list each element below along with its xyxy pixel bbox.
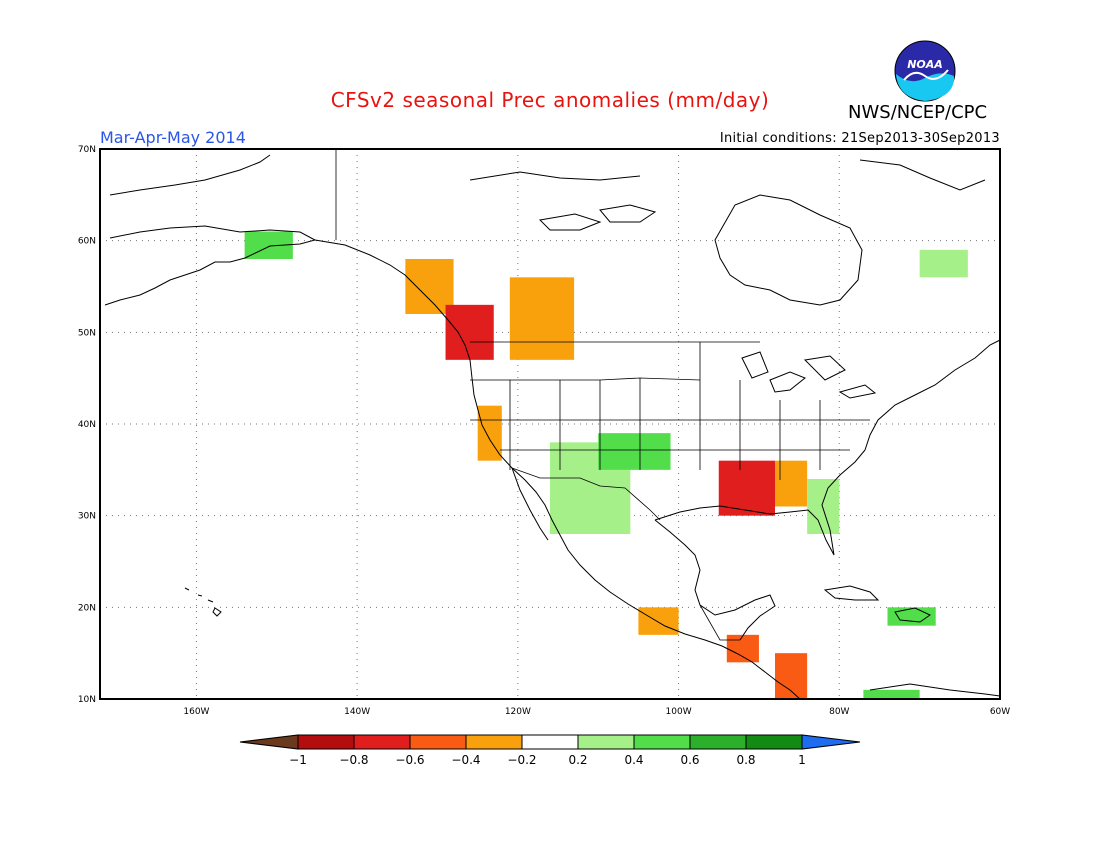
colorbar-swatch	[297, 734, 355, 750]
colorbar-swatch	[521, 734, 579, 750]
agency-label: NWS/NCEP/CPC	[848, 102, 988, 123]
initial-conditions-label: Initial conditions: 21Sep2013-30Sep2013	[719, 131, 1000, 146]
coastlines	[104, 154, 1001, 700]
political-boundaries	[335, 149, 870, 641]
longitude-tick-labels: 160W 140W 120W 100W 80W 60W	[183, 707, 1010, 717]
colorbar-left-arrow	[239, 734, 299, 750]
period-label: Mar-Apr-May 2014	[100, 128, 246, 147]
colorbar-right-arrow	[801, 734, 861, 750]
lat-tick-label: 60N	[78, 237, 96, 247]
noaa-logo: NOAA	[894, 40, 956, 102]
colorbar-label: −0.4	[451, 753, 480, 767]
colorbar-swatch	[577, 734, 635, 750]
lon-tick-label: 120W	[505, 707, 531, 717]
colorbar-label: 0.2	[568, 753, 587, 767]
lon-tick-label: 140W	[344, 707, 370, 717]
colorbar-label: −0.6	[395, 753, 424, 767]
anomaly-cell	[445, 304, 494, 360]
lat-tick-label: 10N	[78, 695, 96, 705]
colorbar-label: −0.8	[339, 753, 368, 767]
colorbar-swatch	[353, 734, 411, 750]
chart-title: CFSv2 seasonal Prec anomalies (mm/day)	[330, 88, 770, 112]
colorbar-label: 0.6	[680, 753, 699, 767]
anomaly-cell	[726, 634, 759, 663]
colorbar-swatch	[745, 734, 803, 750]
anomaly-cell	[775, 653, 808, 699]
anomaly-cell	[863, 689, 920, 699]
colorbar-label: 0.8	[736, 753, 755, 767]
lat-tick-label: 30N	[78, 512, 96, 522]
plot-frame	[99, 148, 1001, 700]
colorbar-swatch	[633, 734, 691, 750]
logo-text: NOAA	[907, 58, 943, 71]
anomaly-cell	[509, 277, 575, 360]
lon-tick-label: 160W	[183, 707, 209, 717]
lon-tick-label: 80W	[829, 707, 849, 717]
anomaly-cell	[598, 433, 671, 470]
colorbar-swatch	[465, 734, 523, 750]
colorbar-swatch	[409, 734, 467, 750]
lon-tick-label: 60W	[990, 707, 1010, 717]
colorbar-label: 0.4	[624, 753, 643, 767]
anomaly-cell	[807, 479, 840, 534]
lat-tick-label: 20N	[78, 603, 96, 613]
colorbar-label: −1	[289, 753, 307, 767]
lon-tick-label: 100W	[666, 707, 692, 717]
colorbar-swatch	[689, 734, 747, 750]
lat-tick-label: 40N	[78, 420, 96, 430]
colorbar-tick-labels: −1 −0.8 −0.6 −0.4 −0.2 0.2 0.4 0.6 0.8 1	[289, 753, 806, 767]
anomaly-cell	[919, 249, 968, 278]
anomaly-cell	[718, 460, 775, 516]
colorbar-label: 1	[798, 753, 806, 767]
lat-tick-label: 70N	[78, 145, 96, 155]
colorbar	[239, 734, 861, 750]
colorbar-label: −0.2	[507, 753, 536, 767]
latitude-tick-labels: 70N 60N 50N 40N 30N 20N 10N	[78, 145, 96, 705]
lat-tick-label: 50N	[78, 328, 96, 338]
anomaly-cell	[638, 607, 679, 635]
